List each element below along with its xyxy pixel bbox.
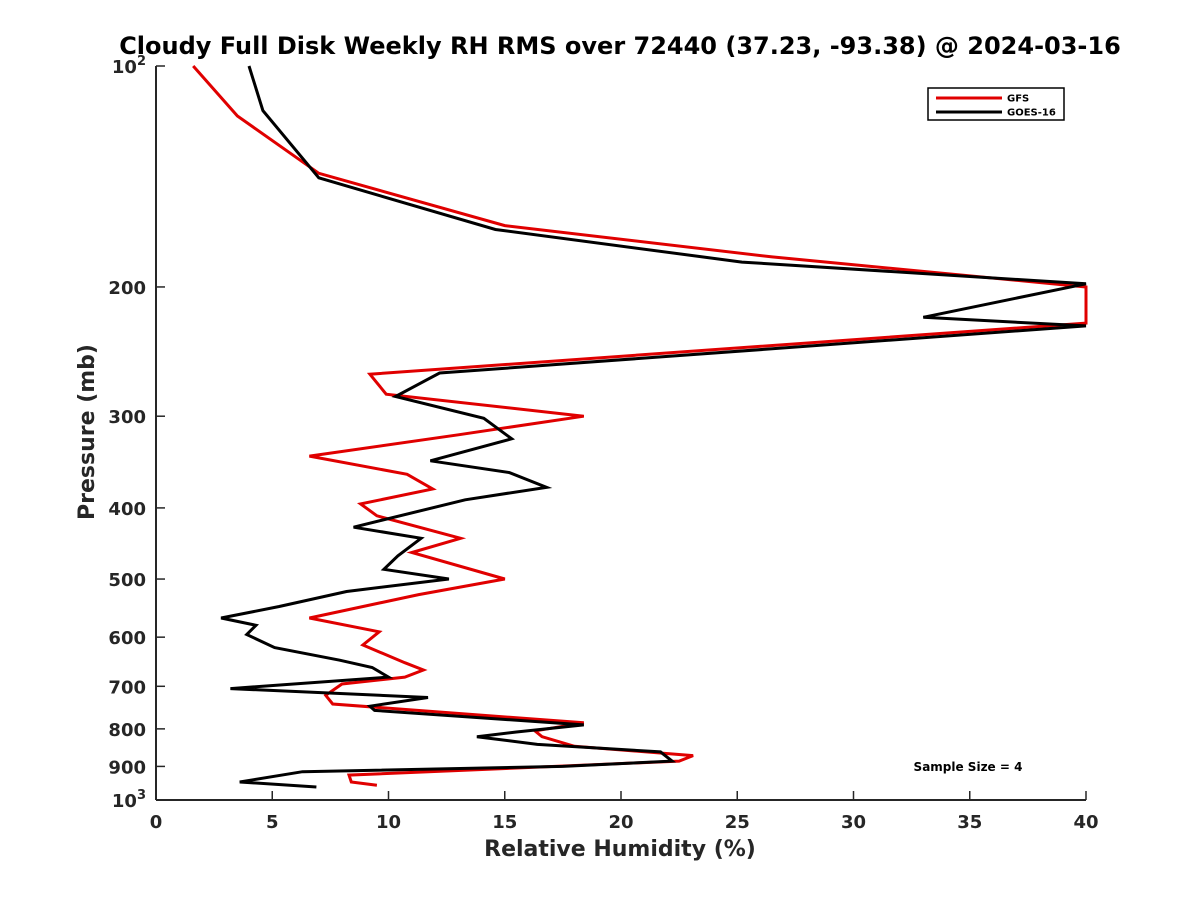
legend-box (927, 87, 1065, 121)
legend-label-goes-16: GOES-16 (1007, 108, 1056, 119)
x-tick-label: 0 (150, 812, 163, 833)
legend-label-gfs: GFS (1007, 94, 1029, 105)
x-tick-label: 35 (957, 812, 982, 833)
y-tick-label: 400 (108, 499, 146, 520)
sample-size-annotation: Sample Size = 4 (914, 760, 1023, 774)
series-line-goes-16 (220, 65, 1087, 789)
series-group (192, 65, 1088, 789)
y-tick-label: 103 (112, 788, 146, 812)
y-tick-label: 500 (108, 570, 146, 591)
y-tick-label: 800 (108, 720, 146, 741)
y-tick-label: 700 (108, 677, 146, 698)
x-tick-label: 10 (376, 812, 401, 833)
legend: GFS GOES-16 (927, 87, 1065, 121)
y-tick-label: 300 (108, 407, 146, 428)
x-tick-label: 20 (608, 812, 633, 833)
y-tick-label: 600 (108, 628, 146, 649)
x-tick-label: 25 (725, 812, 750, 833)
x-tick-label: 15 (492, 812, 517, 833)
x-tick-label: 30 (841, 812, 866, 833)
series-line-gfs (192, 65, 1088, 787)
x-axis-label: Relative Humidity (%) (484, 837, 756, 862)
y-tick-label: 200 (108, 278, 146, 299)
x-axis-ticks: 0 5 10 15 20 25 30 35 40 (150, 791, 1099, 833)
y-tick-label: 102 (112, 54, 146, 78)
y-tick-label: 900 (108, 757, 146, 778)
y-axis-label: Pressure (mb) (75, 344, 100, 520)
chart-title: Cloudy Full Disk Weekly RH RMS over 7244… (119, 32, 1121, 60)
plot-area: 0 5 10 15 20 25 30 35 40 102 200 300 400 500 600 700 80… (108, 54, 1098, 833)
x-tick-label: 5 (266, 812, 279, 833)
x-tick-label: 40 (1073, 812, 1098, 833)
y-axis-ticks: 102 200 300 400 500 600 700 800 900 103 (108, 54, 165, 812)
